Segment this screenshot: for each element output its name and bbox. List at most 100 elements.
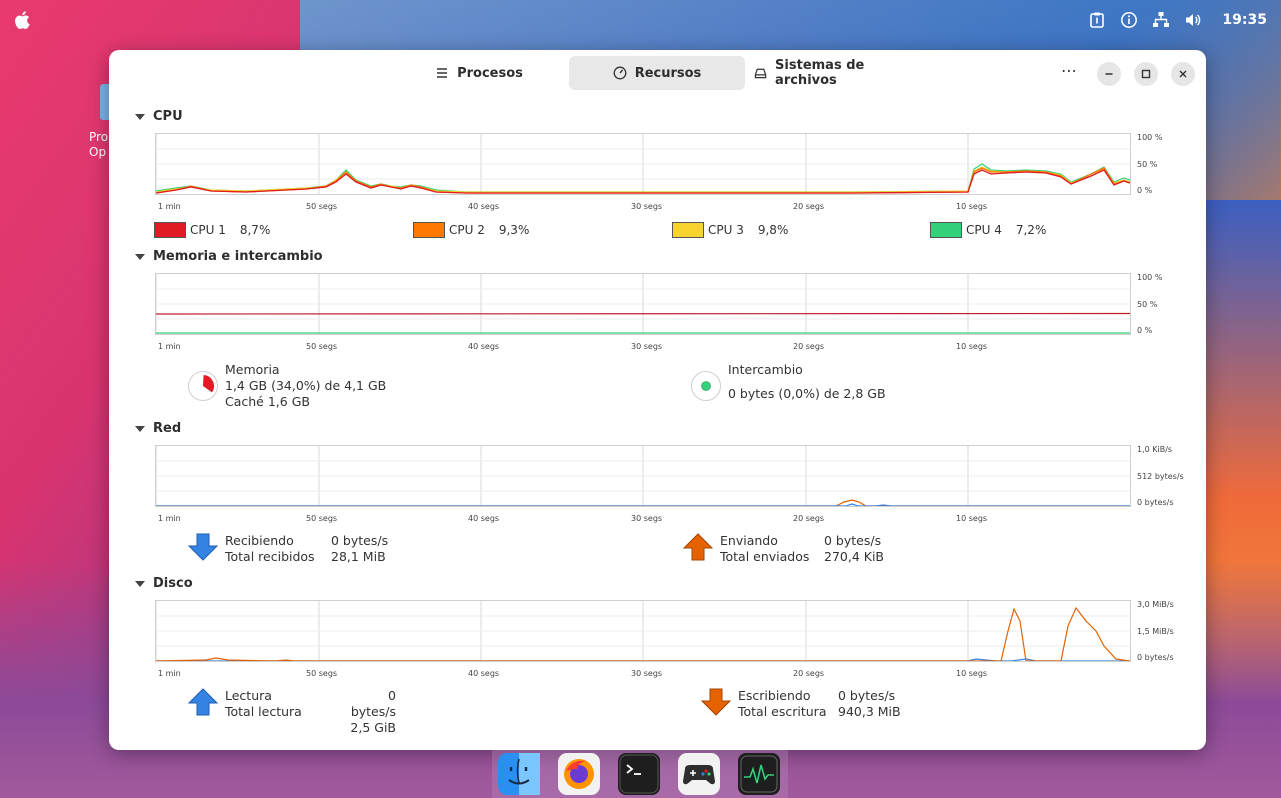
minimize-button[interactable] [1097,62,1121,86]
games-icon[interactable] [678,753,720,795]
cpu-graph [155,133,1131,195]
time-tick-label: 1 min [158,669,181,678]
time-tick-label: 50 segs [306,202,337,211]
y-tick-label: 1,5 MiB/s [1137,627,1174,636]
clipboard-icon[interactable] [1088,11,1106,29]
y-tick-label: 50 % [1137,300,1157,309]
y-tick-label: 512 bytes/s [1137,472,1184,481]
time-tick-label: 1 min [158,514,181,523]
memory-graph [155,273,1131,335]
time-tick-label: 40 segs [468,202,499,211]
info-icon[interactable] [1120,11,1138,29]
swap-info: Intercambio 0 bytes (0,0%) de 2,8 GB [728,362,886,402]
time-tick-label: 20 segs [793,342,824,351]
y-tick-label: 0 % [1137,186,1152,195]
menu-button[interactable]: ⋯ [1058,62,1080,84]
time-tick-label: 30 segs [631,342,662,351]
cpu4-color-swatch[interactable] [930,222,962,238]
time-tick-label: 30 segs [631,514,662,523]
cpu2-legend: CPU 2 9,3% [413,222,529,238]
cpu4-legend: CPU 4 7,2% [930,222,1046,238]
network-sent-info: Enviando Total enviados [720,533,809,565]
time-tick-label: 20 segs [793,514,824,523]
time-tick-label: 10 segs [956,202,987,211]
maximize-button[interactable] [1134,62,1158,86]
time-tick-label: 20 segs [793,669,824,678]
maximize-icon [1141,69,1151,79]
memory-section-toggle[interactable]: Memoria e intercambio [135,249,323,264]
time-tick-label: 10 segs [956,342,987,351]
cpu2-color-swatch[interactable] [413,222,445,238]
time-tick-label: 1 min [158,202,181,211]
network-graph [155,445,1131,507]
memory-info: Memoria 1,4 GB (34,0%) de 4,1 GB Caché 1… [225,362,386,410]
time-tick-label: 10 segs [956,669,987,678]
time-tick-label: 20 segs [793,202,824,211]
cpu1-color-swatch[interactable] [154,222,186,238]
upload-arrow-icon[interactable] [682,533,714,561]
time-tick-label: 50 segs [306,342,337,351]
firefox-icon[interactable] [558,753,600,795]
tab-recursos[interactable]: Recursos [569,56,745,90]
time-tick-label: 40 segs [468,669,499,678]
y-tick-label: 50 % [1137,160,1157,169]
y-tick-label: 0 % [1137,326,1152,335]
chevron-down-icon [135,426,145,432]
network-sent-values: 0 bytes/s 270,4 KiB [824,533,884,565]
system-tray: 19:35 [1088,0,1267,40]
list-icon [435,66,449,80]
time-tick-label: 40 segs [468,342,499,351]
gauge-icon [613,66,627,80]
time-tick-label: 30 segs [631,669,662,678]
tab-procesos[interactable]: Procesos [429,56,529,90]
clock[interactable]: 19:35 [1222,12,1267,28]
close-icon [1178,69,1188,79]
memory-pie-icon[interactable] [188,371,218,401]
disk-read-info: Lectura Total lectura [225,688,302,720]
header-bar: Procesos Recursos Sistemas de archivos ⋯ [109,50,1206,96]
chevron-down-icon [135,114,145,120]
y-tick-label: 3,0 MiB/s [1137,600,1174,609]
network-received-values: 0 bytes/s 28,1 MiB [331,533,388,565]
time-tick-label: 40 segs [468,514,499,523]
volume-icon[interactable] [1184,11,1202,29]
close-button[interactable] [1171,62,1195,86]
finder-icon[interactable] [498,753,540,795]
cpu-section-toggle[interactable]: CPU [135,109,183,124]
time-tick-label: 50 segs [306,514,337,523]
disk-read-arrow-icon[interactable] [187,688,219,716]
terminal-icon[interactable] [618,753,660,795]
cpu3-legend: CPU 3 9,8% [672,222,788,238]
minimize-icon [1104,69,1114,79]
time-tick-label: 50 segs [306,669,337,678]
cpu1-legend: CPU 1 8,7% [154,222,270,238]
disk-read-values: 0 bytes/s 2,5 GiB [342,688,396,736]
y-tick-label: 100 % [1137,273,1162,282]
apple-icon[interactable] [12,9,34,31]
disk-graph [155,600,1131,662]
cpu3-color-swatch[interactable] [672,222,704,238]
network-icon[interactable] [1152,11,1170,29]
network-received-info: Recibiendo Total recibidos [225,533,315,565]
y-tick-label: 0 bytes/s [1137,653,1174,662]
time-tick-label: 1 min [158,342,181,351]
download-arrow-icon[interactable] [187,533,219,561]
disk-write-values: 0 bytes/s 940,3 MiB [838,688,901,720]
system-monitor-icon[interactable] [738,753,780,795]
swap-pie-icon[interactable] [691,371,721,401]
y-tick-label: 0 bytes/s [1137,498,1174,507]
network-section-toggle[interactable]: Red [135,421,181,436]
chevron-down-icon [135,254,145,260]
disk-write-info: Escribiendo Total escritura [738,688,826,720]
drive-icon [754,66,767,80]
top-bar: 19:35 [0,0,1281,40]
disk-section-toggle[interactable]: Disco [135,576,193,591]
time-tick-label: 10 segs [956,514,987,523]
chevron-down-icon [135,581,145,587]
memory-line [156,314,1130,315]
y-tick-label: 1,0 KiB/s [1137,445,1172,454]
disk-write-arrow-icon[interactable] [700,688,732,716]
tab-sistemas-de-archivos[interactable]: Sistemas de archivos [754,56,920,90]
time-tick-label: 30 segs [631,202,662,211]
y-tick-label: 100 % [1137,133,1162,142]
